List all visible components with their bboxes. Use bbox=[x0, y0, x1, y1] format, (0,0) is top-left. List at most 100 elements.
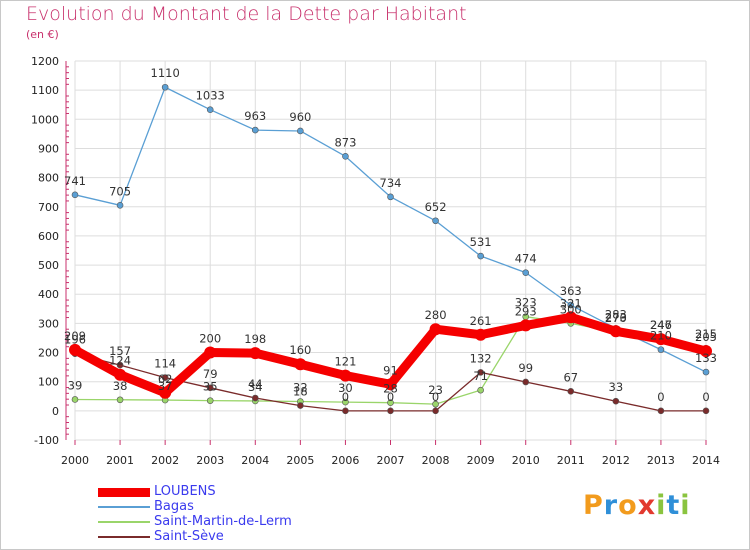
x-tick-label: 2014 bbox=[692, 454, 720, 467]
data-label: 99 bbox=[518, 361, 533, 375]
data-label: 121 bbox=[334, 355, 356, 369]
x-tick-label: 2004 bbox=[241, 454, 269, 467]
data-label: 205 bbox=[695, 330, 717, 344]
data-point bbox=[657, 407, 665, 415]
proxiti-logo: Proxiti bbox=[583, 490, 691, 521]
data-label: 39 bbox=[68, 378, 83, 392]
legend-swatch bbox=[98, 487, 150, 497]
data-point bbox=[387, 399, 394, 406]
data-point bbox=[387, 193, 394, 201]
y-tick-label: 1000 bbox=[31, 113, 59, 126]
data-point bbox=[702, 407, 710, 415]
data-label: 79 bbox=[203, 367, 218, 381]
x-tick-label: 2013 bbox=[647, 454, 675, 467]
data-label: 734 bbox=[380, 176, 402, 190]
x-tick-label: 2008 bbox=[422, 454, 450, 467]
data-label: 67 bbox=[563, 370, 578, 384]
data-label: 198 bbox=[244, 332, 266, 346]
legend-swatch bbox=[98, 506, 150, 508]
data-point bbox=[161, 83, 169, 91]
series-lines bbox=[69, 83, 712, 415]
chart-title: Evolution du Montant de la Dette par Hab… bbox=[26, 3, 467, 25]
data-label: 71 bbox=[473, 369, 488, 383]
x-tick-label: 2001 bbox=[106, 454, 134, 467]
y-tick-label: 900 bbox=[38, 142, 59, 155]
data-point bbox=[342, 398, 349, 406]
data-point bbox=[522, 378, 530, 386]
data-label: 323 bbox=[515, 296, 537, 310]
y-tick-label: 0 bbox=[52, 405, 59, 418]
data-label: 652 bbox=[425, 200, 447, 214]
data-label: 0 bbox=[342, 390, 349, 404]
y-tick-label: 300 bbox=[38, 317, 59, 330]
data-point bbox=[432, 400, 439, 408]
data-point bbox=[206, 397, 214, 404]
data-point bbox=[519, 319, 532, 332]
y-tick-label: -100 bbox=[34, 434, 59, 447]
data-label: 0 bbox=[702, 390, 709, 404]
x-tick-label: 2007 bbox=[377, 454, 405, 467]
data-label: 33 bbox=[609, 380, 624, 394]
data-label: 23 bbox=[428, 383, 443, 397]
data-label: 18 bbox=[293, 385, 308, 399]
data-point bbox=[204, 346, 217, 359]
y-tick-label: 500 bbox=[38, 259, 59, 272]
data-label: 37 bbox=[158, 379, 173, 393]
data-label: 963 bbox=[244, 109, 266, 123]
data-point bbox=[477, 386, 484, 394]
data-point bbox=[71, 191, 79, 199]
x-tick-label: 2009 bbox=[467, 454, 495, 467]
data-label: 283 bbox=[605, 307, 627, 321]
x-tick-label: 2011 bbox=[557, 454, 585, 467]
data-point bbox=[609, 325, 622, 338]
data-point bbox=[567, 301, 575, 309]
data-label: 44 bbox=[248, 377, 263, 391]
data-point bbox=[477, 252, 484, 260]
data-point bbox=[159, 386, 172, 399]
data-label: 133 bbox=[695, 351, 717, 365]
y-tick-label: 700 bbox=[38, 201, 59, 214]
data-label: 215 bbox=[695, 327, 717, 341]
axes: -100010020030040050060070080090010001100… bbox=[31, 55, 720, 467]
data-point bbox=[297, 402, 304, 409]
data-point bbox=[116, 396, 124, 404]
legend-swatch bbox=[98, 536, 150, 538]
data-label: 35 bbox=[203, 380, 218, 394]
data-label: 363 bbox=[560, 284, 582, 298]
data-point bbox=[342, 407, 349, 415]
data-label: 114 bbox=[154, 357, 176, 371]
x-tick-label: 2003 bbox=[196, 454, 224, 467]
logo-letter: x bbox=[637, 490, 657, 521]
y-tick-label: 1200 bbox=[31, 55, 59, 68]
data-point bbox=[69, 343, 81, 356]
data-point bbox=[116, 361, 124, 369]
logo-letter: o bbox=[618, 490, 638, 521]
data-label: 160 bbox=[289, 343, 311, 357]
data-point bbox=[114, 368, 127, 381]
data-point bbox=[297, 127, 304, 135]
data-label: 960 bbox=[289, 110, 311, 124]
data-label: 209 bbox=[64, 329, 86, 343]
data-point bbox=[657, 346, 665, 353]
data-point bbox=[249, 347, 262, 360]
legend-swatch bbox=[98, 521, 150, 523]
data-point bbox=[339, 369, 352, 382]
data-point bbox=[206, 384, 214, 392]
data-point bbox=[567, 388, 575, 395]
data-label: 210 bbox=[650, 329, 672, 343]
data-label: 261 bbox=[470, 314, 492, 328]
data-point bbox=[251, 394, 259, 402]
data-point bbox=[429, 323, 442, 336]
data-point bbox=[612, 397, 620, 405]
data-label: 0 bbox=[432, 390, 439, 404]
data-label: 474 bbox=[515, 252, 537, 266]
y-tick-label: 200 bbox=[38, 347, 59, 360]
data-point bbox=[71, 396, 79, 403]
data-label: 741 bbox=[64, 174, 86, 188]
data-label: 1033 bbox=[196, 89, 225, 103]
y-tick-label: 800 bbox=[38, 172, 59, 185]
data-label: 34 bbox=[248, 380, 263, 394]
data-label: 280 bbox=[425, 308, 447, 322]
logo-letter: t bbox=[666, 490, 681, 521]
